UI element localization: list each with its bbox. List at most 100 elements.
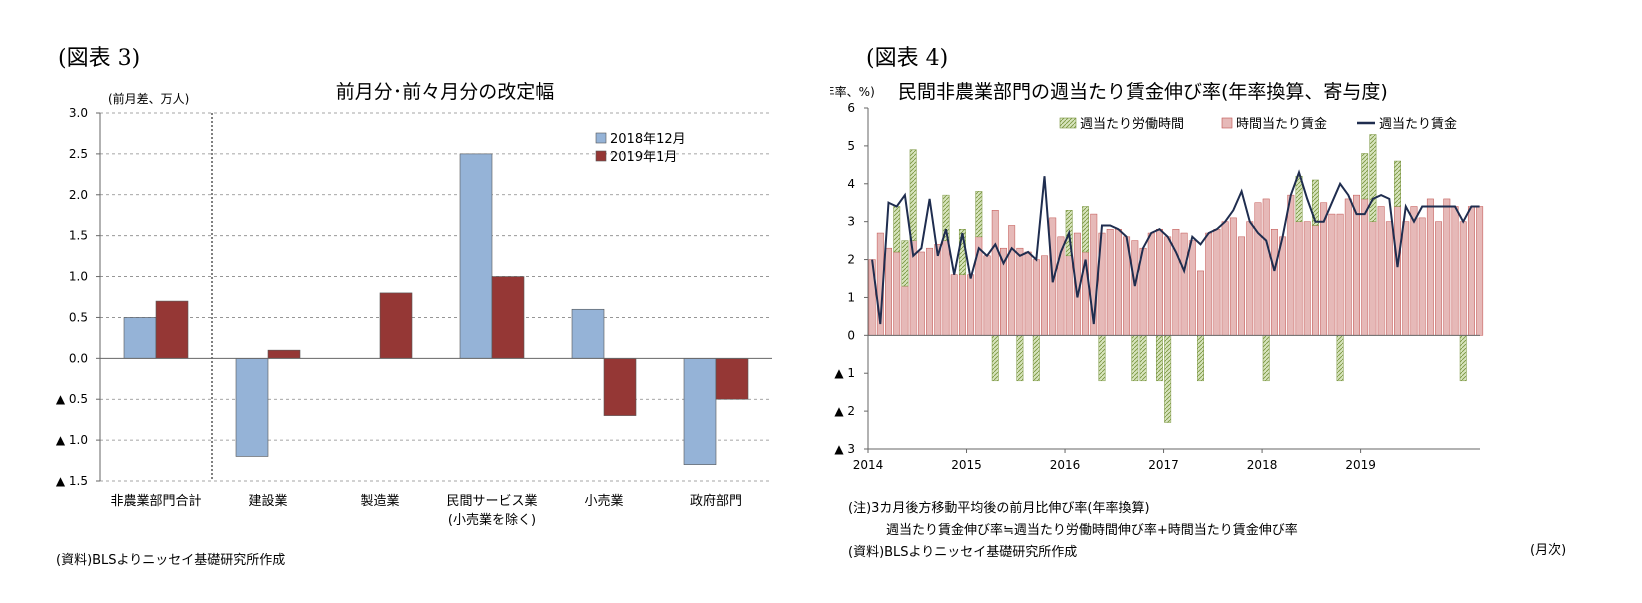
left-bar	[235, 358, 269, 457]
right-wage-bar	[1041, 255, 1048, 336]
right-wage-bar	[1156, 228, 1163, 336]
right-wage-bar	[893, 251, 901, 336]
right-wage-bar	[1164, 236, 1172, 336]
right-wage-bar	[991, 210, 999, 336]
right-wage-bar	[1418, 217, 1426, 336]
right-wage-bar	[934, 244, 942, 336]
left-category-label: 非農業部門合計	[110, 493, 201, 509]
right-wage-bar	[1385, 221, 1393, 336]
left-ytick-label: 2.5	[69, 147, 88, 161]
left-ytick-label: ▲ 1.0	[56, 433, 88, 447]
left-unit-label: (前月差、万人)	[108, 91, 189, 106]
left-bar	[267, 349, 301, 359]
right-wage-bar	[1197, 270, 1204, 336]
right-chart-title: 民間非農業部門の週当たり賃金伸び率(年率換算、寄与度)	[898, 81, 1388, 103]
right-xtick-label: 2019	[1345, 458, 1376, 472]
right-hours-bar	[1295, 175, 1303, 222]
right-panel: (図表 4) (年率、%) 民間非農業部門の週当たり賃金伸び率(年率換算、寄与度)…	[830, 0, 1642, 603]
left-bar	[491, 276, 525, 359]
right-legend-hours-swatch	[1059, 117, 1077, 129]
left-bar	[379, 292, 413, 359]
right-hours-bar	[975, 191, 983, 238]
right-wage-bar	[926, 247, 934, 336]
left-category-sublabel: (小売業を除く)	[448, 512, 536, 528]
right-wage-bar	[1147, 232, 1155, 336]
right-month-label: (月次)	[1530, 543, 1567, 558]
right-ytick-label: 0	[847, 328, 855, 342]
right-wage-bar	[1394, 206, 1401, 336]
right-hours-bar	[1164, 335, 1172, 423]
right-hours-bar	[1311, 179, 1319, 226]
left-ytick-label: 0.5	[69, 310, 88, 324]
right-wage-bar	[1361, 198, 1369, 336]
right-wage-bar	[1213, 228, 1221, 336]
left-category-label: 小売業	[584, 493, 623, 509]
right-wage-bar	[1410, 206, 1418, 336]
left-figure-label: (図表 3)	[58, 46, 141, 71]
right-wage-bar	[1180, 232, 1188, 336]
right-wage-bar	[983, 255, 991, 336]
right-wage-bar	[1443, 198, 1451, 336]
right-hours-bar	[893, 206, 901, 253]
right-chart: (年率、%) 民間非農業部門の週当たり賃金伸び率(年率換算、寄与度) 6 5 4 3 2 1 0…	[830, 81, 1484, 472]
left-category-label: 建設業	[248, 493, 287, 509]
left-ytick-label: 1.0	[69, 270, 88, 284]
left-bar	[715, 358, 749, 400]
right-ytick-label: ▲ 3	[834, 442, 855, 456]
right-wage-bar	[1426, 198, 1434, 336]
right-wage-bar	[1229, 217, 1237, 336]
right-wage-bar	[917, 251, 925, 336]
right-legend-wage-label: 時間当たり賃金	[1236, 116, 1327, 132]
right-xtick-label: 2014	[853, 458, 884, 472]
left-bar	[459, 153, 493, 359]
left-ytick-label: 3.0	[69, 106, 88, 120]
right-weekly-wage-line	[871, 169, 1480, 325]
right-ytick-label: ▲ 1	[834, 366, 855, 380]
right-wage-bar	[1344, 198, 1352, 336]
right-legend-hours-label: 週当たり労働時間	[1080, 117, 1184, 132]
right-wage-bar	[1402, 221, 1410, 336]
right-wage-bar	[967, 274, 975, 336]
right-wage-bar	[1295, 221, 1303, 336]
right-hours-bar	[1098, 335, 1106, 382]
left-ytick-label: 2.0	[69, 188, 88, 202]
right-hours-bar	[1369, 134, 1377, 222]
right-wage-bar	[1205, 232, 1213, 336]
right-hours-bar	[1262, 335, 1270, 382]
left-source: (資料)BLSよりニッセイ基礎研究所作成	[56, 553, 286, 568]
right-wage-bar	[1024, 251, 1032, 336]
right-source: (資料)BLSよりニッセイ基礎研究所作成	[848, 545, 1078, 560]
right-wage-bar	[1303, 221, 1311, 336]
right-ytick-label: 1	[847, 290, 855, 304]
right-figure-label: (図表 4)	[866, 46, 949, 71]
left-bar	[571, 308, 605, 359]
right-hours-bar	[901, 240, 909, 287]
right-wage-bar	[1476, 206, 1484, 336]
right-wage-bar	[1311, 225, 1319, 336]
right-unit-label: (年率、%)	[830, 84, 875, 99]
right-wage-bar	[1172, 228, 1180, 336]
right-legend-wage-swatch	[1221, 117, 1233, 129]
left-category-label: 製造業	[360, 493, 399, 509]
right-hours-bar	[1139, 335, 1147, 382]
right-wage-bar	[1221, 221, 1229, 336]
right-hours-bar	[1082, 206, 1090, 253]
right-wage-bar	[1336, 213, 1344, 336]
right-hours-bar	[991, 335, 999, 382]
right-wage-bar	[1369, 221, 1377, 336]
right-hours-bar	[1156, 335, 1163, 382]
right-hours-bar	[1016, 335, 1024, 382]
right-hours-bar	[1336, 335, 1344, 382]
right-wage-bar	[1435, 221, 1443, 336]
right-wage-bar	[1065, 255, 1073, 336]
right-ytick-label: 3	[847, 215, 855, 229]
right-wage-bar	[1008, 225, 1016, 336]
left-ytick-label: ▲ 0.5	[56, 392, 88, 406]
right-wage-bar	[1188, 240, 1196, 336]
right-ytick-label: 5	[847, 139, 855, 153]
right-ytick-label: 6	[847, 101, 855, 115]
right-hours-bar	[1459, 335, 1467, 382]
right-wage-bar	[1131, 240, 1139, 336]
left-bar	[155, 300, 189, 359]
left-bar	[683, 358, 717, 465]
